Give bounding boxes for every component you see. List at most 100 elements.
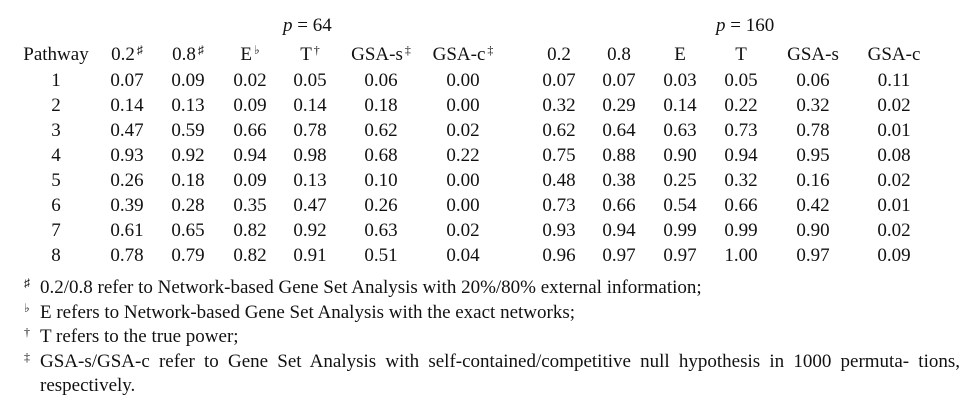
value-cell: 0.14 bbox=[110, 94, 144, 116]
column-gap bbox=[504, 93, 530, 118]
table-row: 4 0.93 0.92 0.94 0.98 0.68 0.22 0.75 0.88 0.90 0.9… bbox=[14, 143, 934, 168]
value-cell: 0.14 bbox=[663, 94, 697, 116]
value-cell: 0.18 bbox=[171, 169, 205, 191]
footnote-text: E refers to Network-based Gene Set Analy… bbox=[40, 301, 576, 323]
value-cell: 0.92 bbox=[293, 219, 327, 241]
value-cell: 0.73 bbox=[724, 119, 758, 141]
footnote-symbol: ♯ bbox=[24, 276, 30, 290]
col-header-0.8-p160: 0.8 bbox=[607, 44, 631, 65]
footnote-symbol: † bbox=[24, 325, 30, 339]
value-cell: 0.05 bbox=[724, 69, 758, 91]
value-cell: 0.68 bbox=[364, 144, 398, 166]
value-cell: 0.92 bbox=[171, 144, 205, 166]
value-cell: 0.07 bbox=[542, 69, 576, 91]
value-cell: 0.07 bbox=[110, 69, 144, 91]
value-cell: 0.61 bbox=[110, 219, 144, 241]
group-op: = bbox=[730, 15, 741, 36]
value-cell: 0.00 bbox=[446, 69, 480, 91]
col-header-0.2-p64: 0.2 ♯ bbox=[111, 43, 143, 65]
value-cell: 0.04 bbox=[446, 244, 480, 266]
column-gap bbox=[504, 193, 530, 218]
table-row: 1 0.07 0.09 0.02 0.05 0.06 0.00 0.07 0.07 0.03 0.0… bbox=[14, 68, 934, 93]
table-row: 7 0.61 0.65 0.82 0.92 0.63 0.02 0.93 0.94 0.99 0.9… bbox=[14, 218, 934, 243]
value-cell: 0.98 bbox=[293, 144, 327, 166]
pathway-cell: 4 bbox=[51, 144, 61, 166]
footnotes: ♯ 0.2/0.8 refer to Network-based Gene Se… bbox=[24, 276, 960, 399]
column-gap bbox=[504, 118, 530, 143]
footnote: ‡ GSA-s/GSA-c refer to Gene Set Analysis… bbox=[24, 350, 960, 399]
value-cell: 0.11 bbox=[877, 69, 911, 91]
group-value: 160 bbox=[745, 15, 775, 36]
pathway-cell: 1 bbox=[51, 69, 61, 91]
footnote-symbol: ♭ bbox=[24, 300, 30, 315]
value-cell: 0.13 bbox=[293, 169, 327, 191]
value-cell: 0.08 bbox=[877, 144, 911, 166]
value-cell: 0.97 bbox=[602, 244, 636, 266]
col-header-GSA-s-p64: GSA-s ‡ bbox=[351, 43, 411, 65]
group-var: p bbox=[716, 15, 726, 36]
results-table: Pathway 0.2 ♯ 0.8 ♯ E ♭ T † GSA-s ‡ GSA-c ‡ 0.… bbox=[14, 42, 934, 268]
value-cell: 0.65 bbox=[171, 219, 205, 241]
group-value: 64 bbox=[312, 15, 332, 36]
value-cell: 0.91 bbox=[293, 244, 327, 266]
value-cell: 0.90 bbox=[663, 144, 697, 166]
value-cell: 0.47 bbox=[110, 119, 144, 141]
value-cell: 0.99 bbox=[663, 219, 697, 241]
col-header-0.8-p64: 0.8 ♯ bbox=[172, 43, 204, 65]
value-cell: 0.66 bbox=[724, 194, 758, 216]
value-cell: 0.02 bbox=[446, 219, 480, 241]
value-cell: 0.90 bbox=[796, 219, 830, 241]
col-header-0.2-p160: 0.2 bbox=[547, 44, 571, 65]
value-cell: 0.26 bbox=[364, 194, 398, 216]
pathway-cell: 6 bbox=[51, 194, 61, 216]
table-row: 2 0.14 0.13 0.09 0.14 0.18 0.00 0.32 0.29 0.14 0.2… bbox=[14, 93, 934, 118]
value-cell: 0.18 bbox=[364, 94, 398, 116]
value-cell: 0.82 bbox=[233, 244, 267, 266]
value-cell: 0.66 bbox=[602, 194, 636, 216]
value-cell: 0.75 bbox=[542, 144, 576, 166]
value-cell: 0.59 bbox=[171, 119, 205, 141]
pathway-cell: 8 bbox=[51, 244, 61, 266]
value-cell: 0.06 bbox=[796, 69, 830, 91]
value-cell: 0.95 bbox=[796, 144, 830, 166]
col-header-GSA-c-p64: GSA-c ‡ bbox=[432, 43, 494, 65]
value-cell: 0.63 bbox=[364, 219, 398, 241]
value-cell: 0.99 bbox=[724, 219, 758, 241]
value-cell: 0.26 bbox=[110, 169, 144, 191]
value-cell: 0.97 bbox=[663, 244, 697, 266]
pathway-cell: 5 bbox=[51, 169, 61, 191]
value-cell: 0.78 bbox=[293, 119, 327, 141]
value-cell: 0.02 bbox=[877, 169, 911, 191]
value-cell: 0.10 bbox=[364, 169, 398, 191]
value-cell: 0.09 bbox=[233, 94, 267, 116]
col-header-T-p160: T bbox=[735, 44, 747, 65]
value-cell: 0.32 bbox=[542, 94, 576, 116]
footnote: ♭ E refers to Network-based Gene Set Ana… bbox=[24, 301, 960, 326]
value-cell: 0.16 bbox=[796, 169, 830, 191]
value-cell: 0.02 bbox=[877, 219, 911, 241]
pathway-cell: 2 bbox=[51, 94, 61, 116]
footnote-text: GSA-s/GSA-c refer to Gene Set Analysis w… bbox=[40, 350, 960, 397]
value-cell: 0.94 bbox=[602, 219, 636, 241]
group-label-p160: p = 160 bbox=[716, 15, 774, 37]
col-header-GSA-s-p160: GSA-s bbox=[787, 44, 839, 65]
value-cell: 0.25 bbox=[663, 169, 697, 191]
value-cell: 0.88 bbox=[602, 144, 636, 166]
value-cell: 0.02 bbox=[446, 119, 480, 141]
value-cell: 0.51 bbox=[364, 244, 398, 266]
value-cell: 0.28 bbox=[171, 194, 205, 216]
value-cell: 0.14 bbox=[293, 94, 327, 116]
value-cell: 0.02 bbox=[233, 69, 267, 91]
table-row: 5 0.26 0.18 0.09 0.13 0.10 0.00 0.48 0.38 0.25 0.3… bbox=[14, 168, 934, 193]
value-cell: 0.02 bbox=[877, 94, 911, 116]
col-header-GSA-c-p160: GSA-c bbox=[867, 44, 921, 65]
footnote-text: T refers to the true power; bbox=[40, 326, 239, 347]
value-cell: 0.01 bbox=[877, 119, 911, 141]
column-gap bbox=[504, 168, 530, 193]
footnote-symbol: ‡ bbox=[24, 349, 30, 364]
table-row: 8 0.78 0.79 0.82 0.91 0.51 0.04 0.96 0.97 0.97 1.0… bbox=[14, 243, 934, 268]
value-cell: 0.62 bbox=[364, 119, 398, 141]
value-cell: 0.96 bbox=[542, 244, 576, 266]
value-cell: 0.06 bbox=[364, 69, 398, 91]
value-cell: 0.22 bbox=[446, 144, 480, 166]
